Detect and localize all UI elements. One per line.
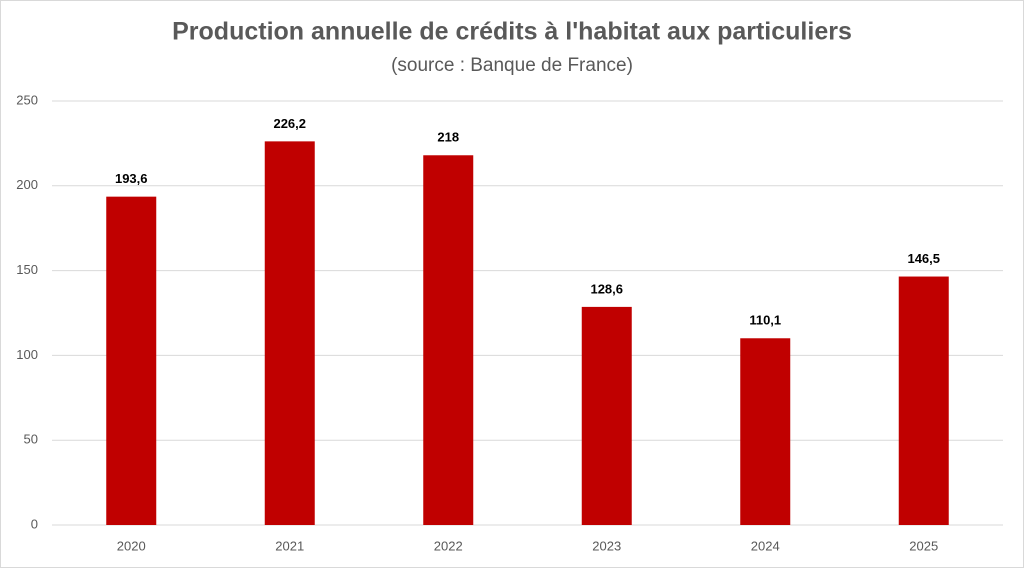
bar [740, 338, 791, 525]
y-tick-label: 0 [31, 516, 38, 531]
bar [106, 196, 157, 525]
bar [423, 155, 474, 525]
chart-subtitle: (source : Banque de France) [391, 55, 633, 76]
x-tick-label: 2023 [592, 538, 621, 553]
bar [264, 141, 315, 525]
value-label: 226,2 [273, 116, 306, 131]
chart-title: Production annuelle de crédits à l'habit… [172, 18, 852, 46]
value-label: 193,6 [115, 171, 148, 186]
bar [581, 306, 632, 525]
bar [898, 276, 949, 525]
x-tick-label: 2021 [275, 538, 304, 553]
value-label: 218 [437, 130, 459, 145]
y-tick-label: 250 [16, 92, 38, 107]
x-tick-label: 2025 [909, 538, 938, 553]
value-label: 128,6 [590, 281, 623, 296]
x-tick-label: 2024 [751, 538, 780, 553]
y-tick-label: 200 [16, 177, 38, 192]
value-label: 110,1 [749, 313, 781, 328]
y-tick-label: 100 [16, 347, 38, 362]
x-tick-label: 2022 [434, 538, 463, 553]
x-tick-label: 2020 [117, 538, 146, 553]
y-tick-label: 150 [16, 262, 38, 277]
y-tick-label: 50 [24, 432, 38, 447]
value-label: 146,5 [907, 251, 940, 266]
